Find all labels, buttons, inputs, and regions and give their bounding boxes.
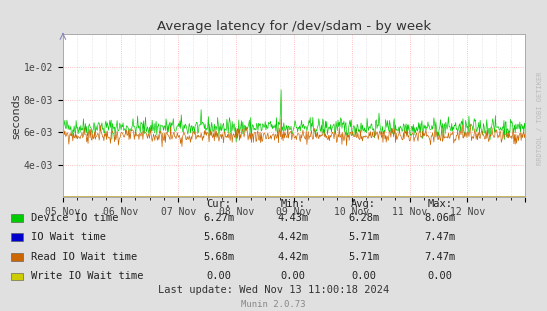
- Text: Min:: Min:: [280, 199, 305, 209]
- Text: Read IO Wait time: Read IO Wait time: [31, 252, 137, 262]
- Text: 5.68m: 5.68m: [203, 252, 235, 262]
- Text: 7.47m: 7.47m: [424, 252, 456, 262]
- Text: 6.27m: 6.27m: [203, 213, 235, 223]
- Text: 0.00: 0.00: [206, 272, 231, 281]
- Text: 7.47m: 7.47m: [424, 232, 456, 242]
- Text: Device IO time: Device IO time: [31, 213, 119, 223]
- Text: 0.00: 0.00: [280, 272, 305, 281]
- Text: 6.28m: 6.28m: [348, 213, 380, 223]
- Text: 5.71m: 5.71m: [348, 252, 380, 262]
- Text: 0.00: 0.00: [351, 272, 376, 281]
- Text: IO Wait time: IO Wait time: [31, 232, 106, 242]
- Text: 8.06m: 8.06m: [424, 213, 456, 223]
- Text: 4.43m: 4.43m: [277, 213, 309, 223]
- Text: 4.42m: 4.42m: [277, 232, 309, 242]
- Text: Cur:: Cur:: [206, 199, 231, 209]
- Text: Write IO Wait time: Write IO Wait time: [31, 272, 144, 281]
- Text: Munin 2.0.73: Munin 2.0.73: [241, 300, 306, 309]
- Text: 5.71m: 5.71m: [348, 232, 380, 242]
- Text: Last update: Wed Nov 13 11:00:18 2024: Last update: Wed Nov 13 11:00:18 2024: [158, 285, 389, 295]
- Text: 5.68m: 5.68m: [203, 232, 235, 242]
- Text: 0.00: 0.00: [428, 272, 453, 281]
- Title: Average latency for /dev/sdam - by week: Average latency for /dev/sdam - by week: [157, 20, 431, 33]
- Y-axis label: seconds: seconds: [11, 93, 21, 139]
- Text: Avg:: Avg:: [351, 199, 376, 209]
- Text: 4.42m: 4.42m: [277, 252, 309, 262]
- Text: Max:: Max:: [428, 199, 453, 209]
- Text: RRDTOOL / TOBI OETIKER: RRDTOOL / TOBI OETIKER: [537, 72, 543, 165]
